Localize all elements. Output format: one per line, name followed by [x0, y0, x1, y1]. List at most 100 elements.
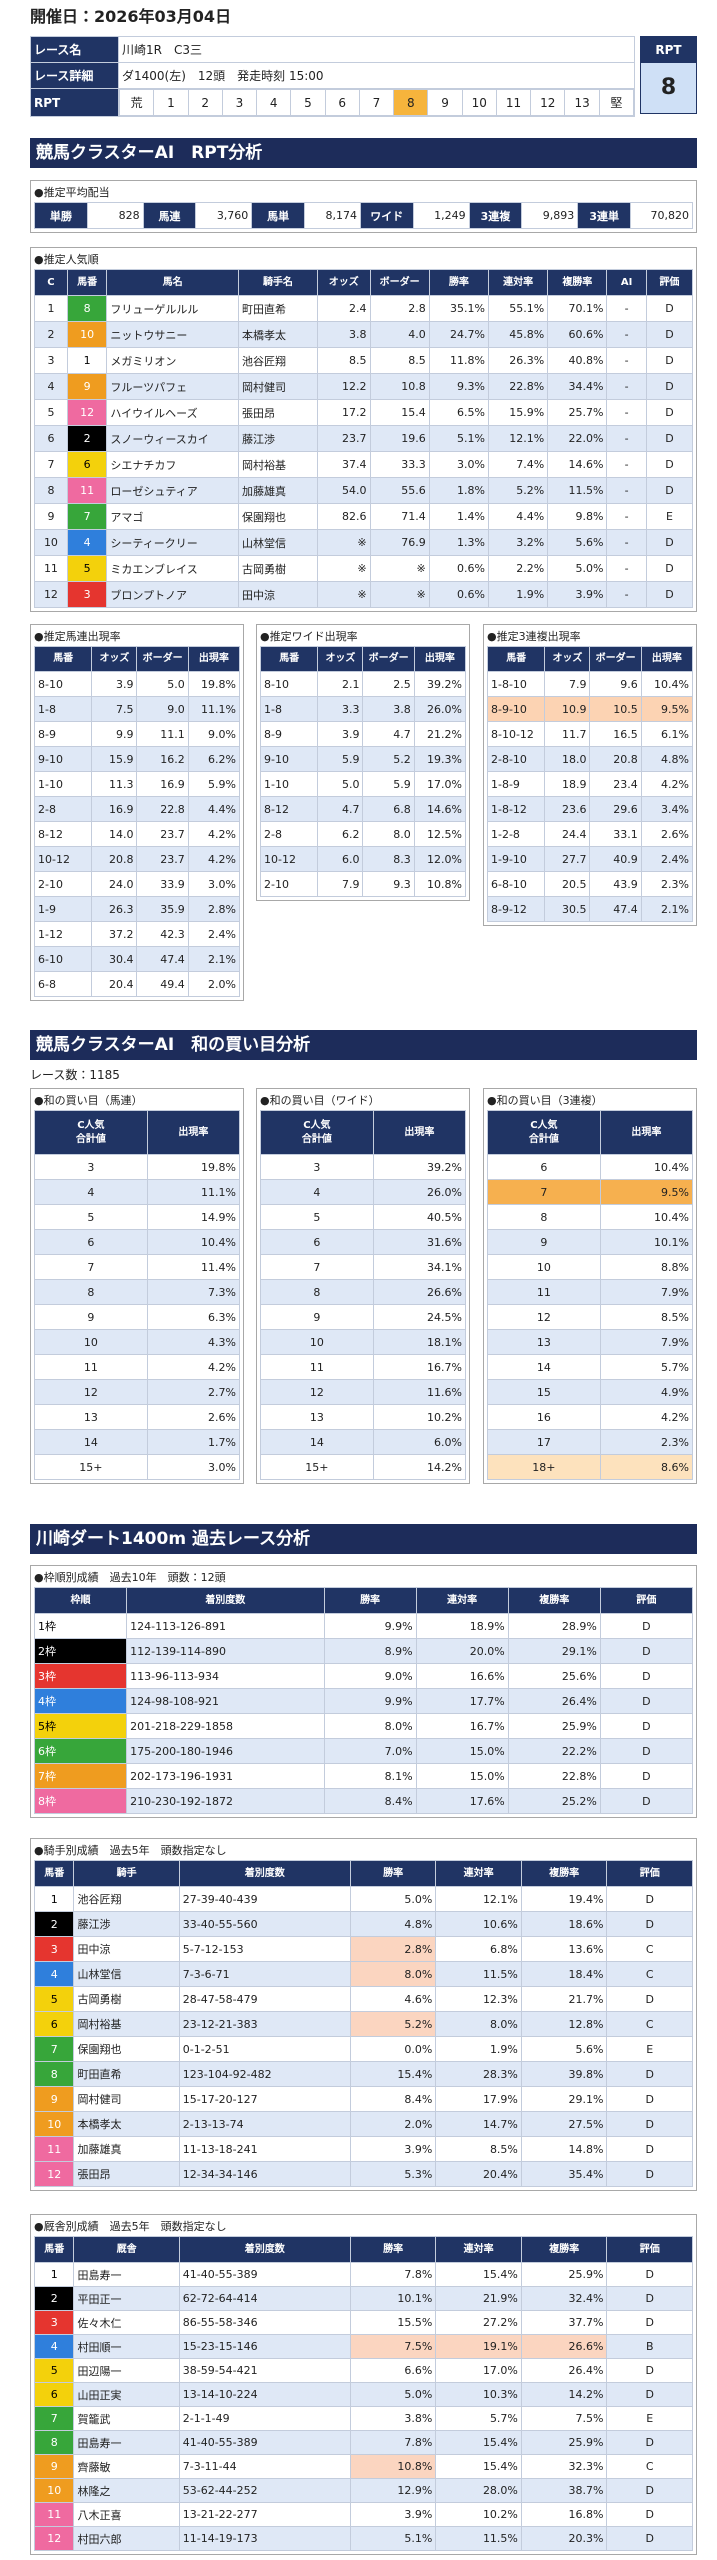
cell: 11.8% — [428, 347, 489, 374]
cell: 4.6% — [349, 1986, 437, 2012]
payout-value: 70,820 — [630, 202, 693, 229]
cell: 2-8 — [259, 821, 319, 847]
row: 5 14.9% — [34, 1204, 241, 1230]
cell: 37.7% — [520, 2310, 608, 2335]
cell: 26.4% — [520, 2358, 608, 2383]
cell: 10 — [34, 529, 68, 556]
cell: 2 — [33, 2286, 75, 2311]
cell: 11.1% — [187, 696, 241, 722]
cell: 11 — [260, 1354, 374, 1380]
row: 2枠 112-139-114-890 8.9% 20.0% 29.1% D — [33, 1638, 694, 1664]
row: 2 藤江渉 33-40-55-560 4.8% 10.6% 18.6% D — [33, 1911, 693, 1937]
rpt-box-label: RPT — [641, 37, 696, 63]
cell: 3 — [34, 347, 68, 374]
column-header: ボーダー — [589, 646, 642, 672]
row: 5枠 201-218-229-1858 8.0% 16.7% 25.9% D — [33, 1713, 694, 1739]
cell: ブロンプトノア — [106, 581, 239, 608]
cell: 古岡勇樹 — [237, 555, 318, 582]
cell: C — [606, 1961, 693, 1987]
scale-cell: 6 — [324, 89, 360, 116]
cell: 7 — [66, 503, 108, 530]
cell: C — [606, 1936, 693, 1962]
box-title: ●厩舎別成績 過去5年 頭数指定なし — [34, 2220, 227, 2233]
cell: 1-8-12 — [486, 796, 546, 822]
cell: 3 — [66, 581, 108, 608]
cell: 3.8 — [362, 696, 415, 722]
cell: 27.7 — [544, 846, 591, 872]
cell: 10.8% — [349, 2454, 437, 2479]
cell: 14.0 — [91, 821, 138, 847]
row: 12 村田六郎 11-14-19-173 5.1% 11.5% 20.3% D — [33, 2526, 693, 2551]
cell: 6 — [33, 2011, 75, 2037]
cell: 4.2% — [187, 846, 241, 872]
cell: 町田直希 — [73, 2061, 180, 2087]
row: 1-8 7.5 9.0 11.1% — [33, 696, 241, 722]
cell: 3.3 — [317, 696, 364, 722]
row: 4枠 124-98-108-921 9.9% 17.7% 26.4% D — [33, 1688, 694, 1714]
cell: - — [606, 347, 647, 374]
cell: 0.6% — [428, 581, 489, 608]
cell: 7枠 — [33, 1763, 128, 1789]
box-title: ●推定馬連出現率 — [34, 630, 121, 643]
cell: 6-10 — [33, 946, 93, 972]
cell: 5.0 — [136, 671, 189, 697]
cell: 1-8 — [33, 696, 93, 722]
cell: 35.1% — [428, 295, 489, 322]
cell: 34.1% — [372, 1254, 467, 1280]
cell: 2.8% — [187, 896, 241, 922]
cell: 平田正一 — [73, 2286, 180, 2311]
cell: 20.8 — [91, 846, 138, 872]
cell: 16.8% — [520, 2502, 608, 2527]
cell: 8-9 — [259, 721, 319, 747]
cell: 23.4 — [589, 771, 642, 797]
cell: 8 — [66, 295, 108, 322]
cell: 8.8% — [599, 1254, 694, 1280]
cell: 10.3% — [435, 2382, 522, 2407]
cell: 2.8 — [369, 295, 430, 322]
cell: 4.9% — [599, 1379, 694, 1405]
cell: 12.9% — [349, 2478, 437, 2503]
cell: D — [606, 2358, 693, 2383]
row: 13 7.9% — [487, 1329, 694, 1355]
cell: B — [606, 2334, 693, 2359]
row: 3 1 メガミリオン 池谷匠翔 8.5 8.5 11.8% 26.3% 40.8% - D — [34, 347, 694, 374]
cell: 29.1% — [520, 2086, 608, 2112]
cell: 5-7-12-153 — [178, 1936, 351, 1962]
cell: 1 — [33, 2262, 75, 2287]
cell: 1-8-10 — [486, 671, 546, 697]
cell: 113-96-113-934 — [126, 1663, 325, 1689]
cell: 8.4% — [349, 2086, 437, 2112]
row: 2-10 7.9 9.3 10.8% — [259, 871, 467, 897]
row: 11 八木正喜 13-21-22-277 3.9% 10.2% 16.8% D — [33, 2502, 693, 2527]
column-header: C人気 合計値 — [34, 1110, 148, 1155]
cell: 12.0% — [413, 846, 467, 872]
box-title: ●推定人気順 — [34, 253, 99, 266]
row: 3 佐々木仁 86-55-58-346 15.5% 27.2% 37.7% D — [33, 2310, 693, 2335]
cell: 2.2% — [487, 555, 549, 582]
cell: 3.9 — [91, 671, 138, 697]
cell: 10-12 — [33, 846, 93, 872]
rpt-value: 8 — [641, 63, 696, 113]
row: 4 9 フルーツパフェ 岡村健司 12.2 10.8 9.3% 22.8% 34.4% - D — [34, 373, 694, 400]
cell: 9 — [487, 1229, 601, 1255]
row: 8枠 210-230-192-1872 8.4% 17.6% 25.2% D — [33, 1788, 694, 1814]
cell: 6.8% — [435, 1936, 522, 1962]
cell: 22.2% — [507, 1738, 601, 1764]
cell: 賀籠武 — [73, 2406, 180, 2431]
row: 11 7.9% — [487, 1279, 694, 1305]
cell: 6 — [34, 425, 68, 452]
cell: 10 — [33, 2478, 75, 2503]
cell: D — [606, 2086, 693, 2112]
cell: 田島寿一 — [73, 2262, 180, 2287]
cell: 0-1-2-51 — [178, 2036, 351, 2062]
row: 8-9 9.9 11.1 9.0% — [33, 721, 241, 747]
scale-cell: 3 — [221, 89, 258, 116]
cell: 田中涼 — [73, 1936, 180, 1962]
cell: 11 — [487, 1279, 601, 1305]
cell: 7.0% — [323, 1738, 417, 1764]
cell: 7 — [33, 2036, 75, 2062]
cell: 9.3 — [362, 871, 415, 897]
row: 6 岡村裕基 23-12-21-383 5.2% 8.0% 12.8% C — [33, 2011, 693, 2037]
cell: D — [599, 1763, 694, 1789]
cell: 33-40-55-560 — [178, 1911, 351, 1937]
